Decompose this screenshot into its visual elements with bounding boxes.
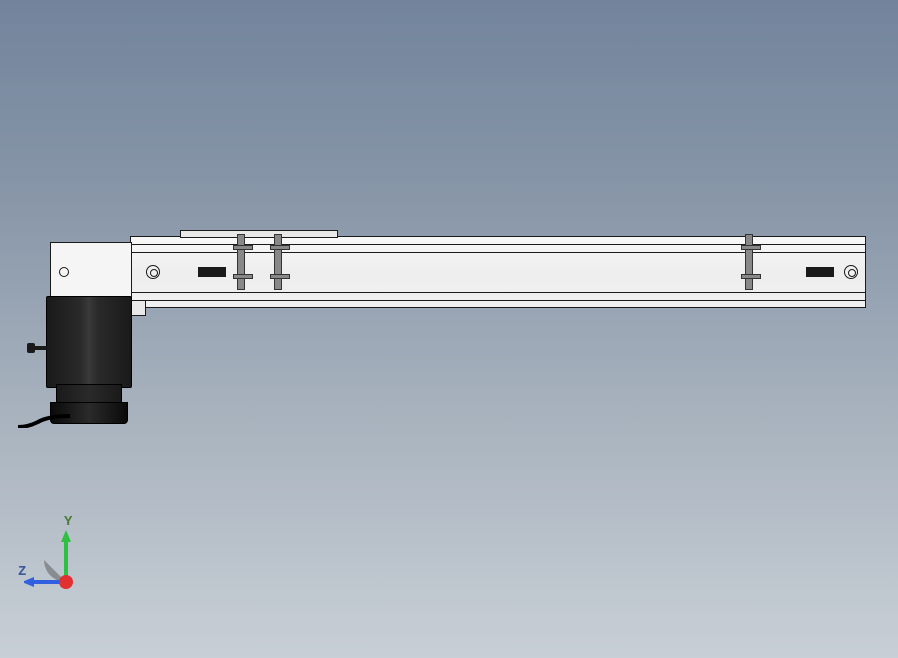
triad-origin xyxy=(59,575,73,589)
motor-midsection xyxy=(56,384,122,404)
bolt-hole xyxy=(146,265,160,279)
view-triad[interactable]: Y Z xyxy=(24,520,114,600)
motor-body xyxy=(46,296,132,388)
y-axis-arrow xyxy=(61,530,71,542)
motor-cable xyxy=(18,414,70,428)
rail-end-block xyxy=(50,242,132,300)
mounting-bracket xyxy=(745,234,753,290)
bolt-hole xyxy=(844,265,858,279)
carriage-top-plate xyxy=(180,230,338,238)
motor-connector-pin xyxy=(30,346,48,350)
sensor-block xyxy=(198,267,226,277)
mounting-bracket xyxy=(237,234,245,290)
linear-rail-assembly xyxy=(50,236,870,314)
cad-viewport[interactable]: Y Z xyxy=(0,0,898,658)
rail-groove xyxy=(130,292,866,293)
rail-edge-line xyxy=(130,300,866,301)
z-axis-label: Z xyxy=(18,564,26,580)
triad-svg xyxy=(24,520,114,600)
mounting-bracket xyxy=(274,234,282,290)
sensor-block xyxy=(806,267,834,277)
y-axis-label: Y xyxy=(64,514,72,530)
